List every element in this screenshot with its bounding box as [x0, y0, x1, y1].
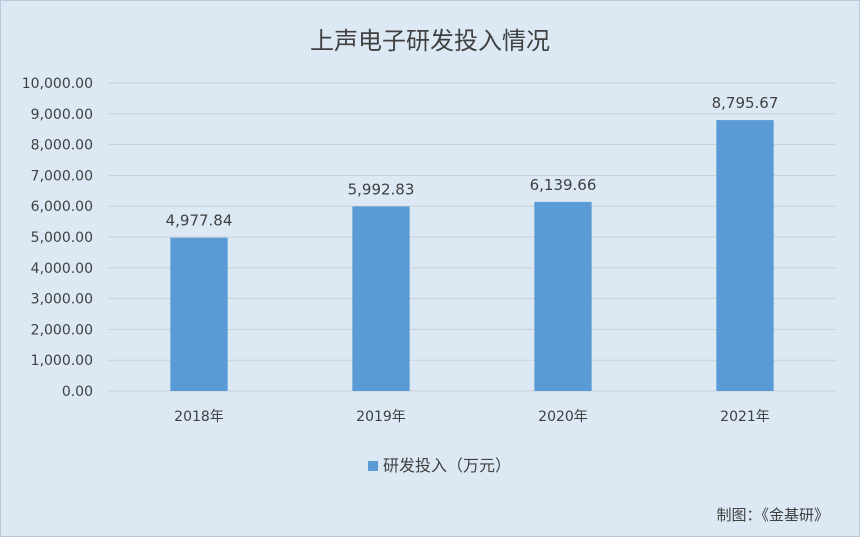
data-label: 5,992.83	[348, 180, 415, 198]
data-labels: 4,977.84 5,992.83 6,139.66 8,795.67	[166, 94, 779, 230]
bar	[352, 206, 410, 391]
credit-text: 制图：《金基研》	[716, 506, 829, 524]
y-tick-label: 8,000.00	[31, 138, 93, 154]
y-axis-ticks: 0.00 1,000.00 2,000.00 3,000.00 4,000.00 5,00…	[22, 76, 93, 400]
data-label: 6,139.66	[530, 176, 597, 194]
chart-title: 上声电子研发投入情况	[310, 27, 550, 55]
y-tick-label: 0.00	[62, 384, 93, 400]
legend-label: 研发投入（万元）	[383, 456, 511, 475]
legend: 研发投入（万元）	[368, 456, 511, 475]
data-label: 8,795.67	[712, 94, 779, 112]
data-label: 4,977.84	[166, 212, 233, 230]
bar	[534, 201, 592, 391]
y-tick-label: 7,000.00	[31, 168, 93, 184]
y-tick-label: 9,000.00	[31, 107, 93, 123]
bar	[716, 120, 774, 392]
x-tick-label: 2021年	[720, 409, 770, 425]
y-tick-label: 1,000.00	[31, 353, 93, 369]
x-tick-label: 2018年	[174, 409, 224, 425]
bar	[170, 237, 228, 391]
legend-swatch	[368, 461, 378, 471]
x-tick-label: 2020年	[538, 409, 588, 425]
y-tick-label: 5,000.00	[31, 230, 93, 246]
x-tick-label: 2019年	[356, 409, 406, 425]
gridlines	[108, 82, 836, 392]
y-tick-label: 6,000.00	[31, 199, 93, 215]
x-axis-ticks: 2018年 2019年 2020年 2021年	[174, 409, 770, 425]
y-tick-label: 10,000.00	[22, 76, 93, 92]
y-tick-label: 2,000.00	[31, 322, 93, 338]
y-tick-label: 4,000.00	[31, 261, 93, 277]
bars	[170, 120, 774, 392]
y-tick-label: 3,000.00	[31, 292, 93, 308]
